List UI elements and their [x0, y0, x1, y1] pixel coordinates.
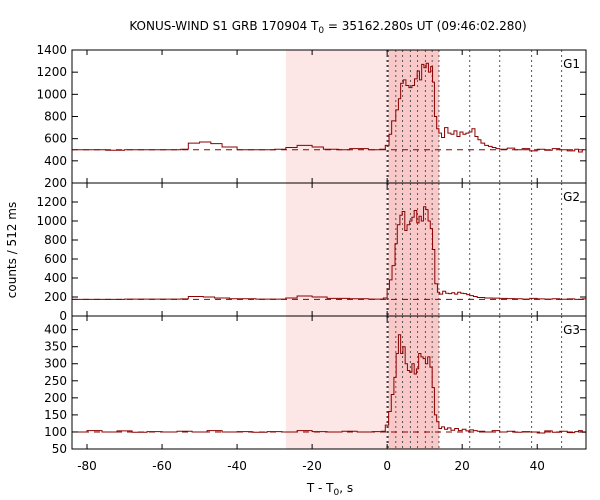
spectrum-interval: [388, 316, 439, 449]
light-curve-g3: [72, 334, 587, 434]
x-tick-label: 0: [383, 459, 391, 473]
y-tick-label: 1200: [36, 65, 67, 79]
y-tick-label: 350: [44, 340, 67, 354]
y-tick-label: 100: [44, 425, 67, 439]
panel-g2: 0 200 400 600 800 1000 1200 G2: [36, 182, 587, 323]
x-tick-label: 40: [530, 459, 545, 473]
plot-area: 200400600800100012001400G102004006008001…: [36, 43, 587, 473]
y-tick-label: 400: [44, 323, 67, 337]
panel-frame: [71, 315, 587, 450]
chart-title: KONUS-WIND S1 GRB 170904 T0 = 35162.280s…: [129, 19, 526, 36]
y-tick-label: 150: [44, 408, 67, 422]
panel-label: G3: [563, 323, 580, 337]
y-tick-label: 1200: [36, 195, 67, 209]
y-tick-label: 300: [44, 357, 67, 371]
background-interval: [285, 316, 388, 449]
y-tick-label: 1400: [36, 43, 67, 57]
y-tick-label: 0: [59, 309, 67, 323]
y-tick-label: 250: [44, 374, 67, 388]
background-interval: [285, 183, 388, 316]
x-tick-label: -80: [77, 459, 97, 473]
y-tick-label: 400: [44, 154, 67, 168]
y-tick-label: 1000: [36, 214, 67, 228]
panel-g1: 200 400 600 800 1000 1200 1400 G1: [36, 43, 587, 190]
y-tick-label: 200: [44, 290, 67, 304]
panel-label: G2: [563, 190, 580, 204]
y-tick-label: 1000: [36, 87, 67, 101]
panel-label: G1: [563, 57, 580, 71]
light-curve-g1: [72, 62, 586, 153]
x-tick-label: 20: [455, 459, 470, 473]
y-tick-label: 200: [44, 176, 67, 190]
y-tick-label: 800: [44, 233, 67, 247]
x-tick-label: -20: [302, 459, 322, 473]
x-tick-label: -60: [152, 459, 172, 473]
y-tick-label: 400: [44, 271, 67, 285]
x-axis-label: T - T0, s: [306, 481, 353, 498]
y-tick-label: 50: [52, 442, 67, 456]
y-tick-label: 600: [44, 132, 67, 146]
background-interval: [285, 50, 388, 183]
y-tick-label: 200: [44, 391, 67, 405]
y-tick-label: 600: [44, 252, 67, 266]
y-axis-label: counts / 512 ms: [5, 202, 19, 298]
x-tick-label: -40: [227, 459, 247, 473]
panel-g3: 50 100 150 200 250 300 350 400 G3: [44, 315, 587, 456]
y-tick-label: 800: [44, 110, 67, 124]
light-curve-g2: [72, 206, 586, 300]
spectrum-interval: [388, 183, 439, 316]
